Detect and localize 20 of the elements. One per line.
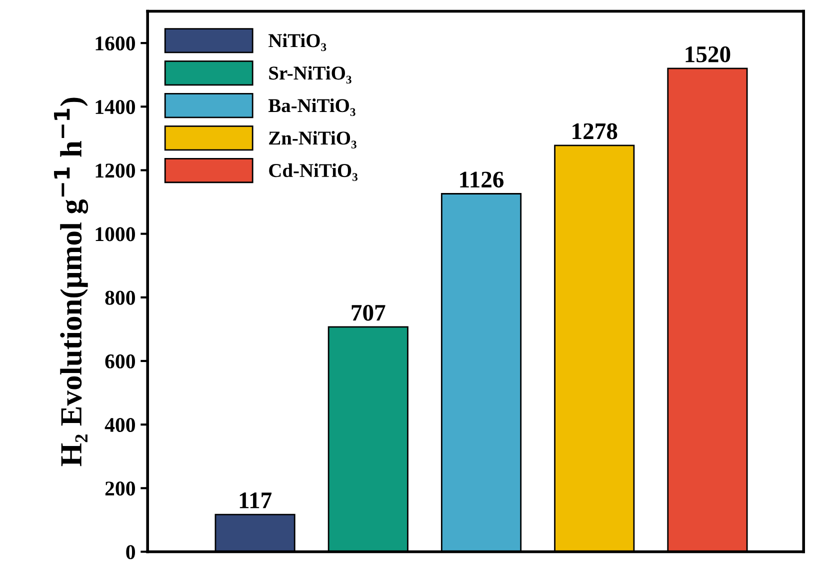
y-tick-label: 1000 bbox=[96, 227, 135, 242]
data-label: 1520 bbox=[686, 46, 730, 62]
y-tick-label: 600 bbox=[105, 354, 135, 368]
data-label: 707 bbox=[352, 304, 386, 321]
legend-label: Zn-NiTiO₃ bbox=[269, 130, 356, 148]
y-tick-label: 1200 bbox=[96, 164, 135, 178]
y-tick-label: 1400 bbox=[96, 100, 135, 114]
y-tick-label: 200 bbox=[105, 482, 135, 496]
legend-label: NiTiO₃ bbox=[268, 34, 326, 52]
legend-label: Cd-NiTiO₃ bbox=[269, 163, 358, 181]
y-tick-label: 800 bbox=[105, 290, 135, 305]
y-tick-label: 0 bbox=[126, 545, 135, 560]
data-label: 1278 bbox=[572, 123, 618, 140]
legend-label: Ba-NiTiO₃ bbox=[268, 98, 356, 116]
y-tick-label: 400 bbox=[104, 418, 135, 432]
legend-label: Sr-NiTiO₃ bbox=[269, 66, 352, 84]
y-tick-label: 1600 bbox=[96, 36, 135, 50]
y-axis-title: H₂ Evolution(μmol g$^{−1}$ h$^{−1}$) bbox=[54, 98, 88, 466]
data-label: 117 bbox=[240, 492, 272, 508]
data-label: 1126 bbox=[460, 172, 504, 188]
